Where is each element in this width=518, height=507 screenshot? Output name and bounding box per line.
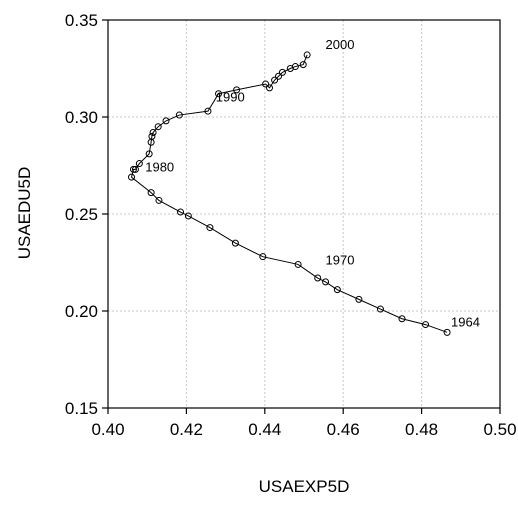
data-point <box>398 315 406 323</box>
data-point <box>215 90 223 98</box>
data-point <box>266 84 274 92</box>
data-point <box>376 305 384 313</box>
data-point <box>314 274 322 282</box>
y-tick-label: 0.25 <box>65 205 98 224</box>
data-point <box>184 212 192 220</box>
data-point <box>206 224 214 232</box>
data-point <box>128 173 136 181</box>
data-point <box>278 68 286 76</box>
x-axis-title: USAEXP5D <box>259 477 350 496</box>
series-line <box>130 54 448 333</box>
series-layer <box>128 51 451 336</box>
data-point <box>259 253 267 261</box>
x-tick-label: 0.46 <box>327 420 360 439</box>
axis-ticks: 0.40 0.42 0.44 0.46 0.48 0.50 0.15 0.20 0.25 0.30… <box>65 11 517 439</box>
data-point <box>155 196 163 204</box>
y-tick-label: 0.35 <box>65 11 98 30</box>
data-point <box>154 123 162 131</box>
data-point <box>322 278 330 286</box>
data-point <box>333 286 341 294</box>
y-tick-label: 0.20 <box>65 302 98 321</box>
year-annotation: 2000 <box>326 37 355 52</box>
grid-layer <box>108 20 500 408</box>
data-point <box>303 51 311 59</box>
data-point <box>204 107 212 115</box>
data-point <box>233 86 241 94</box>
data-point <box>231 239 239 247</box>
x-tick-label: 0.50 <box>483 420 516 439</box>
data-point <box>175 111 183 119</box>
x-tick-label: 0.40 <box>91 420 124 439</box>
data-point <box>135 160 143 168</box>
data-point <box>162 117 170 125</box>
x-tick-label: 0.48 <box>405 420 438 439</box>
year-annotation: 1964 <box>451 315 480 330</box>
y-tick-label: 0.30 <box>65 108 98 127</box>
data-point <box>275 72 283 80</box>
data-point <box>443 328 451 336</box>
data-point <box>149 129 157 137</box>
year-annotation: 1990 <box>216 89 245 104</box>
x-tick-label: 0.42 <box>170 420 203 439</box>
data-point <box>355 295 363 303</box>
data-point <box>271 76 279 84</box>
data-point <box>422 321 430 329</box>
data-point <box>177 208 185 216</box>
annotations: 1964 1970 1980 1990 2000 <box>145 37 480 329</box>
data-point <box>291 63 299 71</box>
data-point <box>129 165 137 173</box>
data-point <box>299 61 307 69</box>
data-point <box>294 260 302 268</box>
year-annotation: 1980 <box>145 159 174 174</box>
data-point <box>148 132 156 140</box>
year-annotation: 1970 <box>326 252 355 267</box>
data-point <box>262 80 270 88</box>
data-point <box>147 189 155 197</box>
y-tick-label: 0.15 <box>65 399 98 418</box>
data-point <box>145 150 153 158</box>
y-axis-title: USAEDU5D <box>15 167 34 260</box>
x-tick-label: 0.44 <box>248 420 281 439</box>
data-point <box>131 165 139 173</box>
